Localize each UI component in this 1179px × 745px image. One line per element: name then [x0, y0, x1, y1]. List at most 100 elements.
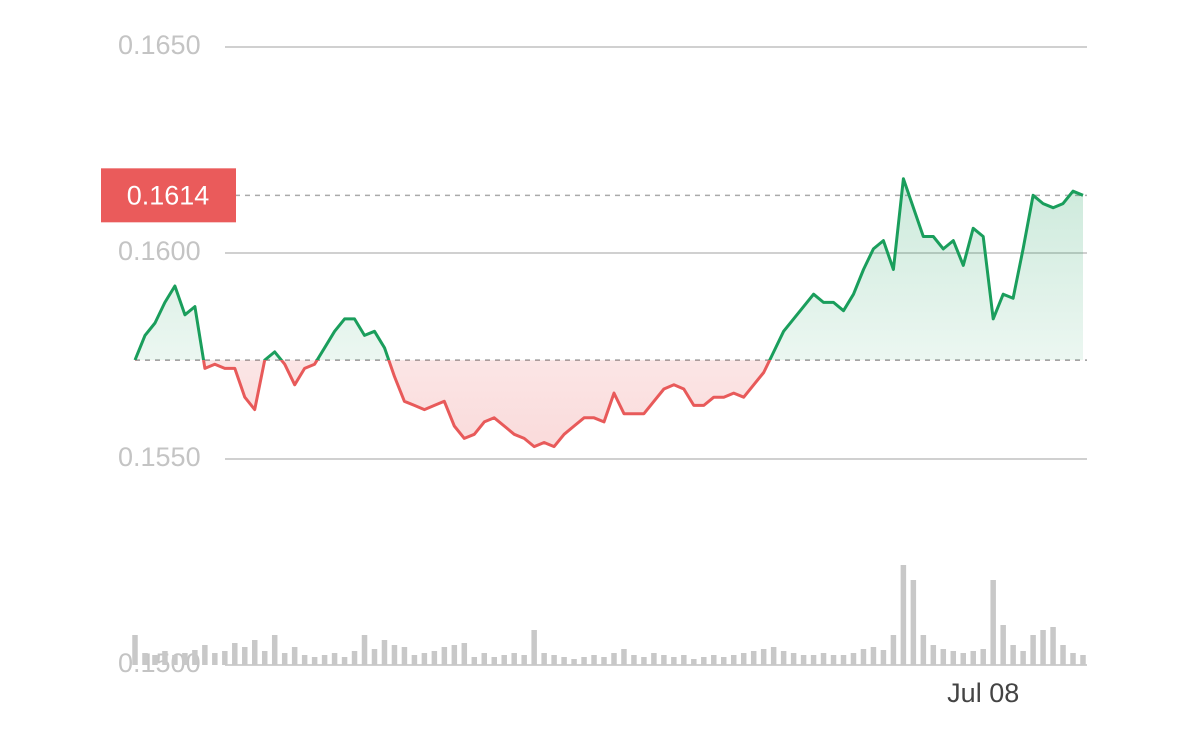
area-up [135, 178, 1083, 361]
volume-bar [271, 635, 278, 665]
volume-bar [1000, 625, 1006, 665]
volume-bar [641, 657, 647, 665]
volume-bar [1070, 653, 1076, 665]
volume-bar [252, 640, 258, 665]
volume-bar [870, 647, 877, 665]
volume-bar [661, 655, 667, 665]
volume-bar [341, 657, 348, 665]
volume-bar [980, 649, 986, 665]
volume-bar [521, 655, 527, 665]
y-tick-label: 0.1600 [118, 236, 201, 266]
volume-bar [730, 655, 737, 665]
volume-bar [740, 653, 747, 665]
x-tick-label: Jul 08 [947, 678, 1019, 708]
volume-bar [721, 657, 727, 665]
volume-bar [411, 655, 418, 665]
volume-bar [840, 655, 847, 665]
volume-bar [920, 635, 927, 665]
volume-bar [671, 657, 677, 665]
volume-bar [1040, 630, 1046, 665]
volume-bar [391, 645, 398, 665]
volume-bar [192, 650, 198, 665]
volume-bar [461, 643, 468, 665]
volume-bar [431, 651, 438, 665]
volume-bar [960, 653, 966, 665]
volume-bar [760, 649, 767, 665]
volume-bar [301, 655, 308, 665]
price-line-down [135, 360, 772, 449]
volume-bar [421, 653, 428, 665]
volume-bar [561, 657, 567, 665]
volume-bar [880, 650, 887, 665]
volume-bar [800, 655, 807, 665]
volume-bar [132, 635, 138, 665]
volume-bar [451, 645, 458, 665]
volume-bar [990, 580, 996, 665]
last-price-badge [101, 168, 236, 223]
volume-bar [1020, 651, 1026, 665]
volume-bar [222, 651, 228, 665]
volume-bar [401, 647, 408, 665]
volume-bar [631, 655, 637, 665]
volume-bar [281, 653, 288, 665]
volume-bar [511, 653, 517, 665]
volume-bar [910, 580, 917, 665]
volume-bar [611, 653, 617, 665]
volume-bar [142, 653, 148, 665]
volume-bar [681, 655, 687, 665]
volume-bar [371, 649, 378, 665]
volume-bar [860, 649, 867, 665]
volume-bar [351, 651, 358, 665]
volume-bar [691, 659, 697, 665]
y-tick-label: 0.1550 [118, 442, 201, 472]
volume-bar [531, 630, 537, 665]
volume-bar [711, 655, 717, 665]
volume-bar [182, 653, 188, 665]
volume-bar [890, 635, 897, 665]
volume-bar [970, 651, 976, 665]
volume-bar [381, 640, 388, 665]
volume-bar [770, 647, 777, 665]
price-line-up [133, 177, 1084, 361]
volume-bar [601, 657, 607, 665]
volume-bar [541, 653, 547, 665]
volume-bar [1080, 655, 1086, 665]
volume-bar [1030, 635, 1036, 665]
last-price-label: 0.1614 [127, 180, 210, 210]
volume-bar [900, 565, 907, 665]
volume-bar [1050, 627, 1056, 665]
volume-bar [780, 651, 787, 665]
volume-bar [591, 655, 597, 665]
volume-bar [202, 645, 208, 665]
volume-bar [212, 653, 218, 665]
volume-bar [930, 645, 937, 665]
volume-bar [651, 653, 657, 665]
volume-bar [261, 651, 268, 665]
volume-bar [491, 657, 497, 665]
volume-bar [850, 653, 857, 665]
volume-bar [361, 635, 368, 665]
volume-bar [581, 657, 587, 665]
volume-bar [830, 655, 837, 665]
volume-bar [441, 647, 448, 665]
volume-bar [621, 649, 627, 665]
volume-bar [232, 643, 238, 665]
volume-bar [471, 657, 478, 665]
volume-bar [750, 651, 757, 665]
volume-bar [291, 647, 298, 665]
volume-bar [701, 657, 707, 665]
volume-bar [950, 651, 957, 665]
volume-bar [810, 655, 817, 665]
volume-bar [1010, 645, 1016, 665]
volume-bar [571, 659, 577, 665]
volume-bar [551, 655, 557, 665]
y-tick-label: 0.1650 [118, 30, 201, 60]
volume-bar [1060, 645, 1066, 665]
volume-bar [501, 655, 507, 665]
volume-bar [162, 651, 168, 665]
volume-bar [152, 655, 158, 665]
volume-bar [940, 649, 947, 665]
y-tick-label: 0.1500 [118, 648, 201, 678]
